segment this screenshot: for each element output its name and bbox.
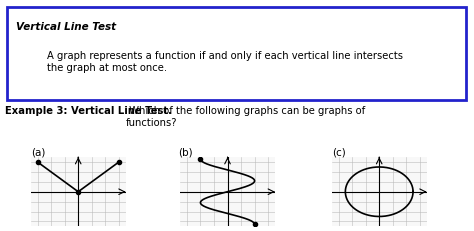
FancyBboxPatch shape [7, 6, 466, 100]
Text: Example 3: Vertical Line Test.: Example 3: Vertical Line Test. [5, 106, 172, 116]
Text: Which of the following graphs can be graphs of
functions?: Which of the following graphs can be gra… [126, 106, 365, 128]
Text: (b): (b) [178, 148, 192, 158]
Text: (c): (c) [332, 148, 346, 158]
Text: (a): (a) [31, 148, 45, 158]
Text: Vertical Line Test: Vertical Line Test [16, 22, 117, 32]
Text: A graph represents a function if and only if each vertical line intersects
the g: A graph represents a function if and onl… [46, 51, 402, 73]
